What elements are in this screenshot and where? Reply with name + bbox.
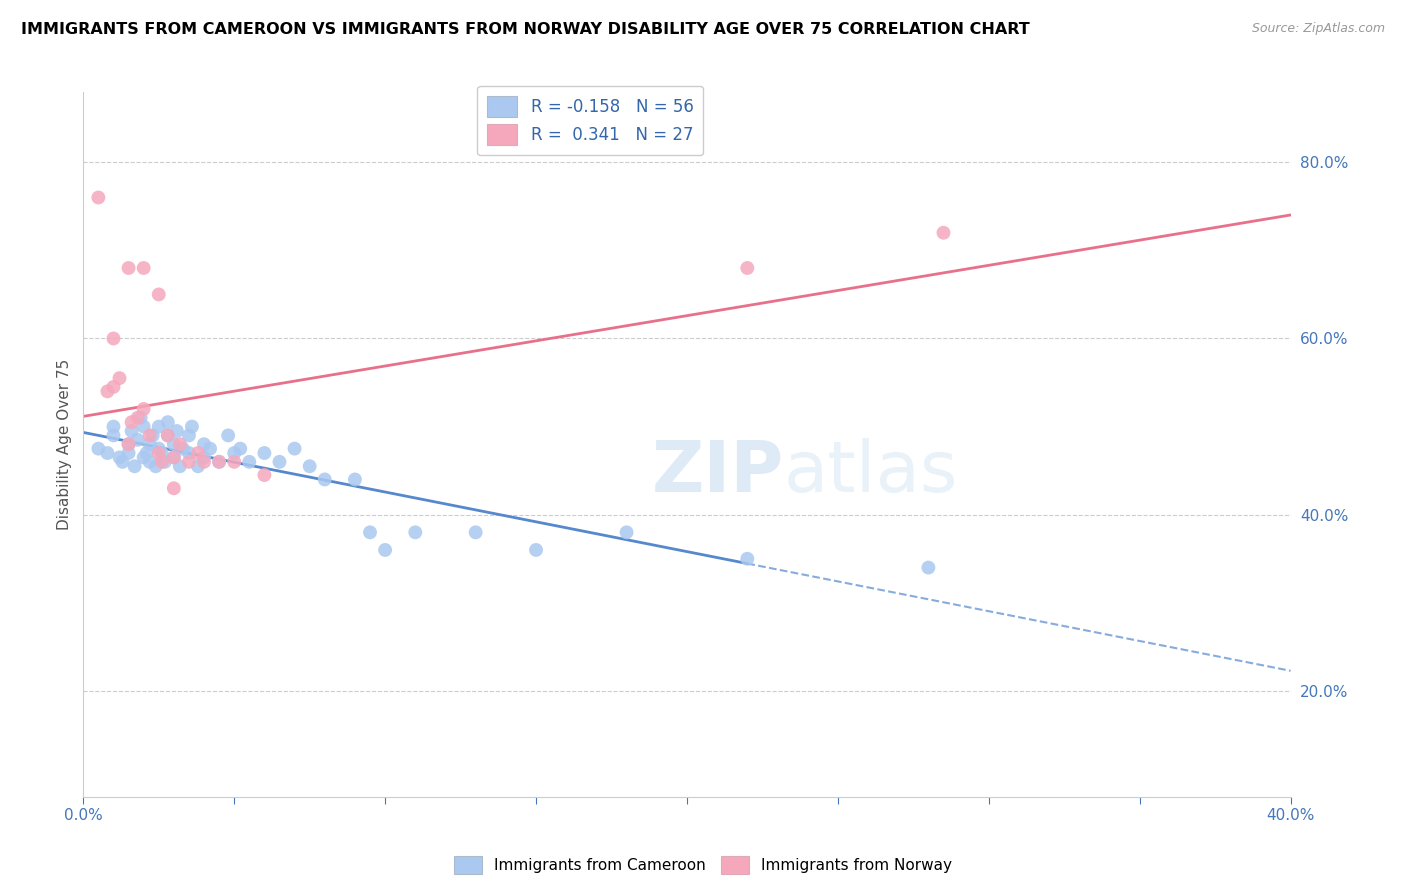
Point (117, 437, 139, 451)
Point (148, 446, 170, 460)
Point (193, 450, 215, 465)
Point (169, 437, 191, 451)
Point (138, 437, 160, 451)
Point (121, 424, 143, 438)
Point (96, 446, 118, 460)
Point (298, 459, 321, 474)
Point (96, 384, 118, 399)
Point (224, 446, 246, 460)
Point (145, 459, 167, 474)
Point (156, 428, 179, 442)
Point (177, 455, 200, 469)
Text: IMMIGRANTS FROM CAMEROON VS IMMIGRANTS FROM NORWAY DISABILITY AGE OVER 75 CORREL: IMMIGRANTS FROM CAMEROON VS IMMIGRANTS F… (21, 22, 1029, 37)
Point (187, 459, 209, 474)
Point (108, 371, 131, 385)
Point (138, 428, 160, 442)
Point (217, 428, 239, 442)
Point (253, 446, 276, 460)
Point (117, 437, 139, 451)
Point (111, 455, 134, 469)
Point (374, 543, 396, 558)
Point (103, 419, 125, 434)
Point (132, 419, 155, 434)
Legend: Immigrants from Cameroon, Immigrants from Norway: Immigrants from Cameroon, Immigrants fro… (449, 850, 957, 880)
Point (163, 450, 186, 465)
Point (163, 481, 186, 495)
Point (156, 415, 179, 429)
Point (150, 455, 173, 469)
Point (132, 450, 155, 465)
Point (127, 410, 149, 425)
Point (464, 525, 486, 540)
Point (87, 190, 110, 204)
Point (121, 415, 143, 429)
Point (343, 473, 366, 487)
Point (238, 455, 260, 469)
Point (208, 455, 231, 469)
Point (132, 401, 155, 416)
Y-axis label: Disability Age Over 75: Disability Age Over 75 (58, 359, 72, 530)
Point (314, 473, 336, 487)
Point (148, 287, 170, 301)
Point (404, 525, 426, 540)
Point (169, 459, 191, 474)
Point (142, 428, 165, 442)
Point (193, 437, 215, 451)
Text: ZIP: ZIP (651, 438, 783, 507)
Text: atlas: atlas (783, 438, 957, 507)
Point (135, 446, 157, 460)
Point (253, 468, 276, 483)
Point (177, 428, 200, 442)
Point (163, 437, 186, 451)
Legend: R = -0.158   N = 56, R =  0.341   N = 27: R = -0.158 N = 56, R = 0.341 N = 27 (477, 86, 703, 155)
Point (153, 455, 176, 469)
Point (127, 433, 149, 447)
Point (129, 410, 152, 425)
Point (156, 428, 179, 442)
Point (132, 260, 155, 275)
Point (87, 442, 110, 456)
Point (284, 442, 307, 456)
Point (524, 543, 547, 558)
Point (150, 446, 173, 460)
Point (177, 446, 200, 460)
Point (224, 455, 246, 469)
Point (124, 459, 146, 474)
Point (181, 419, 204, 434)
Point (198, 442, 221, 456)
Point (103, 331, 125, 345)
Point (172, 442, 194, 456)
Point (163, 450, 186, 465)
Point (208, 455, 231, 469)
Point (616, 525, 638, 540)
Point (359, 525, 381, 540)
Point (103, 428, 125, 442)
Point (148, 442, 170, 456)
Text: Source: ZipAtlas.com: Source: ZipAtlas.com (1251, 22, 1385, 36)
Point (166, 424, 188, 438)
Point (917, 560, 939, 574)
Point (193, 455, 215, 469)
Point (229, 442, 252, 456)
Point (138, 455, 160, 469)
Point (932, 226, 955, 240)
Point (187, 446, 209, 460)
Point (737, 260, 759, 275)
Point (108, 450, 131, 465)
Point (117, 446, 139, 460)
Point (103, 380, 125, 394)
Point (148, 419, 170, 434)
Point (117, 260, 139, 275)
Point (269, 455, 291, 469)
Point (737, 551, 759, 566)
